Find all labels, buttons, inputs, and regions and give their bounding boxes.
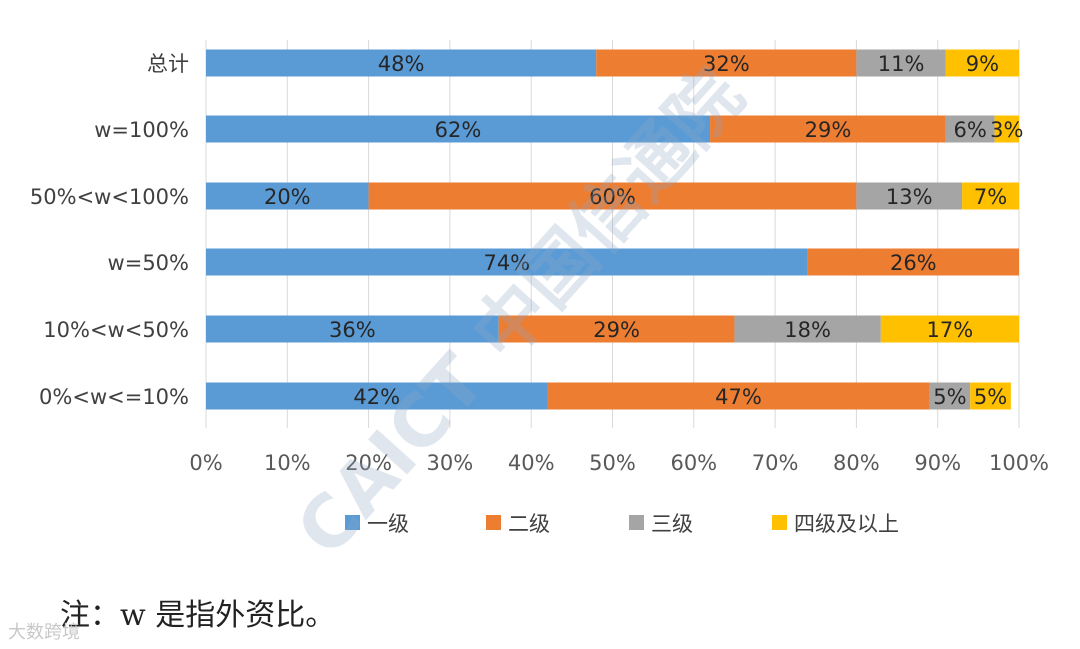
category-label: 0%<w<=10%: [39, 385, 189, 409]
x-tick-label: 70%: [752, 451, 799, 475]
data-label: 13%: [886, 185, 933, 209]
data-label: 32%: [703, 52, 750, 76]
data-label: 3%: [990, 118, 1023, 142]
x-tick-label: 90%: [914, 451, 961, 475]
legend-swatch: [345, 515, 360, 530]
data-label: 47%: [715, 385, 762, 409]
x-tick-labels: 0% 10% 20% 30% 40% 50% 60% 70% 80% 90% 100%: [189, 451, 1049, 475]
data-label: 62%: [435, 118, 482, 142]
x-tick-label: 40%: [508, 451, 555, 475]
legend-swatch: [772, 515, 787, 530]
data-label: 6%: [954, 118, 987, 142]
legend: 一级 二级 三级 四级及以上: [345, 512, 899, 536]
data-label: 9%: [966, 52, 999, 76]
legend-swatch: [486, 515, 501, 530]
x-tick-label: 0%: [189, 451, 222, 475]
legend-label: 二级: [508, 512, 550, 536]
bar-segment: [994, 115, 1019, 143]
data-label: 26%: [890, 251, 937, 275]
category-label: w=50%: [108, 251, 189, 275]
data-label: 5%: [933, 385, 966, 409]
bar-segment: [856, 49, 946, 77]
bar-segment: [970, 382, 1011, 410]
bar-segment: [206, 182, 369, 210]
bar-segment: [856, 182, 963, 210]
bar-segment: [807, 248, 1019, 276]
data-label: 20%: [264, 185, 311, 209]
category-label: 总计: [147, 52, 189, 76]
data-label: 74%: [483, 251, 530, 275]
bar-segment: [206, 315, 499, 343]
x-tick-label: 10%: [264, 451, 311, 475]
bar-segment: [929, 382, 971, 410]
bar-segment: [498, 315, 735, 343]
bar-segment: [734, 315, 881, 343]
legend-label: 四级及以上: [794, 512, 899, 536]
legend-swatch: [629, 515, 644, 530]
category-label: 10%<w<50%: [43, 318, 189, 342]
footer-watermark: 大数跨境: [8, 622, 80, 643]
bar-segment: [596, 49, 857, 77]
data-label: 29%: [805, 118, 852, 142]
bar-segment: [206, 248, 808, 276]
gridlines: [205, 40, 1020, 428]
bar-segment: [945, 115, 995, 143]
legend-label: 三级: [651, 512, 693, 536]
legend-label: 一级: [367, 512, 409, 536]
data-label: 48%: [378, 52, 425, 76]
bar-segment: [547, 382, 930, 410]
category-label: 50%<w<100%: [30, 185, 189, 209]
bar-segment: [206, 49, 597, 77]
bar-segment: [206, 382, 548, 410]
x-tick-label: 20%: [345, 451, 392, 475]
bar-segment: [206, 115, 711, 143]
bar-segment: [880, 315, 1019, 343]
data-labels: 48% 32% 11% 9% 62% 29% 6% 3% 20% 60% 13% 7% 74% 26% 36…: [264, 52, 1024, 409]
category-labels: 总计 w=100% 50%<w<100% w=50% 10%<w<50% 0%<w<=10…: [30, 52, 189, 409]
bars: [206, 49, 1019, 410]
x-tick-label: 60%: [670, 451, 717, 475]
data-label: 5%: [974, 385, 1007, 409]
bar-segment: [962, 182, 1019, 210]
bar-segment: [945, 49, 1019, 77]
data-label: 17%: [927, 318, 974, 342]
footnote: 注：w 是指外资比。: [60, 598, 336, 633]
category-label: w=100%: [94, 118, 189, 142]
data-label: 60%: [589, 185, 636, 209]
x-tick-label: 30%: [427, 451, 474, 475]
x-tick-label: 80%: [833, 451, 880, 475]
data-label: 42%: [353, 385, 400, 409]
x-tick-label: 50%: [589, 451, 636, 475]
data-label: 18%: [784, 318, 831, 342]
bar-segment: [368, 182, 857, 210]
data-label: 11%: [878, 52, 925, 76]
x-tick-label: 100%: [989, 451, 1049, 475]
data-label: 36%: [329, 318, 376, 342]
bar-segment: [710, 115, 946, 143]
data-label: 7%: [974, 185, 1007, 209]
data-label: 29%: [593, 318, 640, 342]
